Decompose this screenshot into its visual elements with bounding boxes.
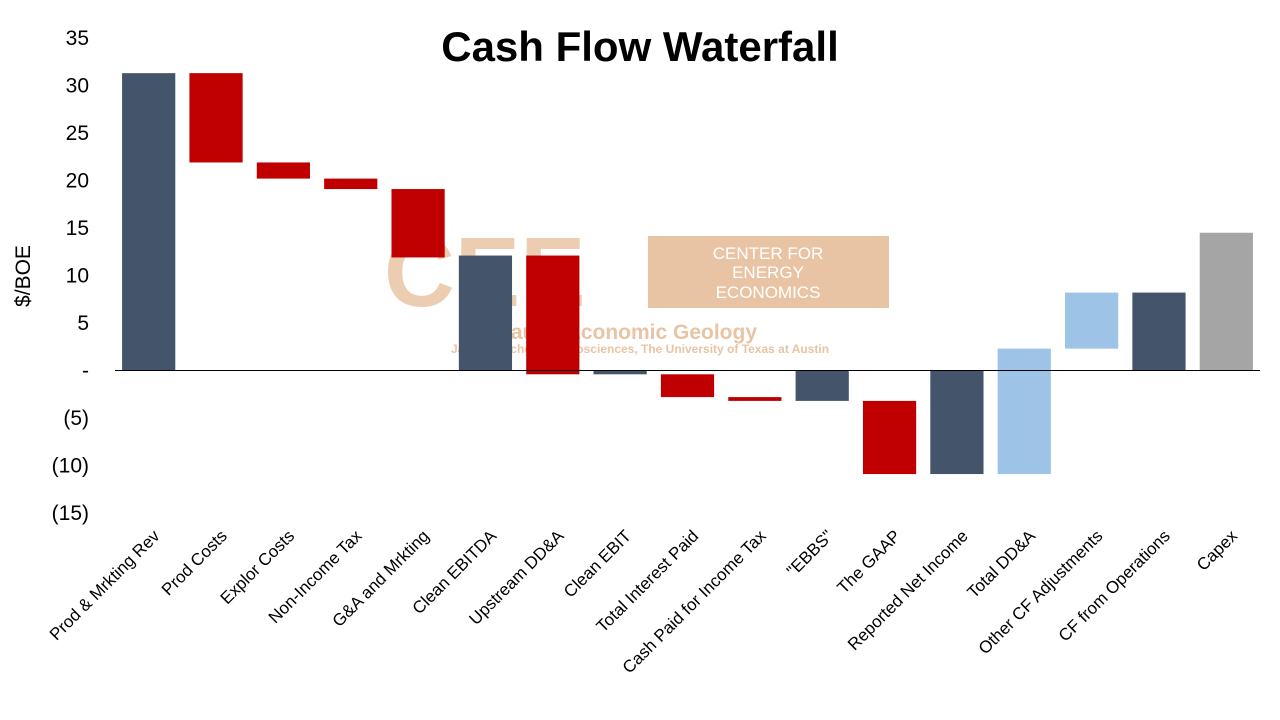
bar-increase <box>997 348 1051 475</box>
x-category-label: Capex <box>1193 526 1242 575</box>
y-tick-label: 20 <box>66 170 89 193</box>
bar-capex <box>1199 232 1253 371</box>
chart-title: Cash Flow Waterfall <box>441 23 839 70</box>
y-tick-label: - <box>82 360 89 383</box>
bar-total <box>458 255 513 371</box>
x-category-label: Prod & Mrkting Rev <box>46 526 164 644</box>
y-tick-label: 30 <box>66 75 89 98</box>
watermark-box <box>648 236 889 308</box>
bars <box>122 73 1253 475</box>
x-category-label: The GAAP <box>833 526 904 597</box>
x-category-label: "EBBS" <box>783 526 837 580</box>
watermark-box-line-3: ECONOMICS <box>716 283 821 302</box>
bar-total <box>122 73 176 371</box>
y-tick-label: (10) <box>52 455 89 478</box>
bar-decrease <box>660 374 715 398</box>
x-category-label: Other CF Adjustments <box>975 526 1107 658</box>
bar-decrease <box>391 189 445 258</box>
bar-decrease <box>728 397 782 401</box>
bar-total <box>930 370 984 475</box>
y-tick-label: 35 <box>66 27 89 50</box>
bar-total <box>593 370 647 375</box>
x-category-label: Cash Paid for Income Tax <box>619 526 770 677</box>
y-tick-label: 10 <box>66 265 89 288</box>
x-category-label: CF from Operations <box>1055 526 1174 645</box>
x-category-label: Clean EBIT <box>560 526 635 601</box>
x-category-label: Prod Costs <box>158 526 231 599</box>
y-tick-label: 25 <box>66 122 89 145</box>
bar-decrease <box>862 400 917 475</box>
y-axis-ticks: 35 30 25 20 15 10 5 - (5) (10) (15) <box>52 27 89 525</box>
y-tick-label: (5) <box>63 407 89 430</box>
watermark-box-line-1: CENTER FOR <box>713 244 824 263</box>
bar-increase <box>1065 292 1119 349</box>
bar-decrease <box>256 162 310 179</box>
x-category-label: Reported Net Income <box>844 526 972 654</box>
y-axis-label: $/BOE <box>12 245 35 307</box>
bar-decrease <box>189 73 243 163</box>
bar-total <box>1132 292 1186 371</box>
watermark-box-line-2: ENERGY <box>732 263 804 282</box>
bar-decrease <box>324 178 378 190</box>
y-tick-label: (15) <box>52 502 89 525</box>
y-tick-label: 15 <box>66 217 89 240</box>
bar-total <box>795 370 849 401</box>
bar-decrease <box>526 255 580 375</box>
y-tick-label: 5 <box>77 312 89 335</box>
